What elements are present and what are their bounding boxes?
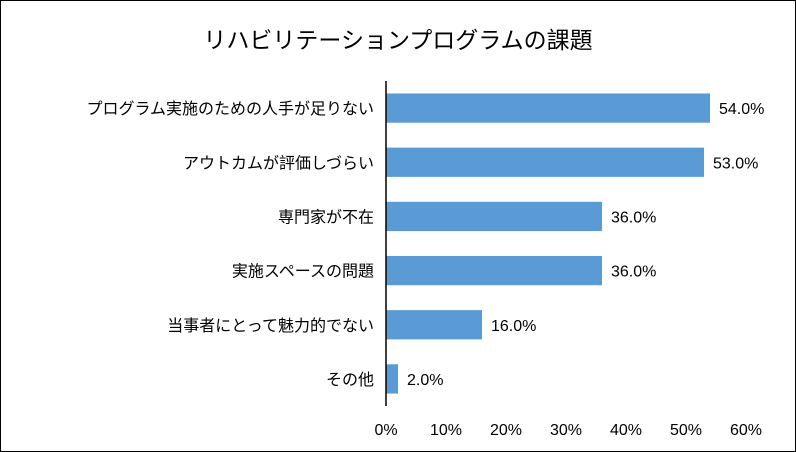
x-axis-ticks: 0% 10% 20% 30% 40% 50% 60%	[374, 422, 762, 439]
value-label-3: 36.0%	[611, 264, 656, 281]
value-label-1: 53.0%	[713, 155, 758, 172]
category-label-0: プログラム実施のための人手が足りない	[86, 99, 374, 118]
value-label-4: 16.0%	[491, 318, 536, 335]
value-label-2: 36.0%	[611, 209, 656, 226]
bars-group	[386, 93, 710, 394]
bar-5	[386, 364, 398, 394]
x-tick-label-5: 50%	[670, 422, 702, 439]
x-tick-label-6: 60%	[730, 422, 762, 439]
value-label-5: 2.0%	[407, 372, 443, 389]
bar-4	[386, 310, 482, 340]
value-label-0: 54.0%	[719, 101, 764, 118]
x-tick-label-3: 30%	[550, 422, 582, 439]
x-tick-label-2: 20%	[490, 422, 522, 439]
category-label-4: 当事者にとって魅力的でない	[167, 316, 374, 335]
chart-title: リハビリテーションプログラムの課題	[203, 28, 592, 54]
category-labels: プログラム実施のための人手が足りないアウトカムが評価しづらい専門家が不在実施スペ…	[86, 99, 374, 389]
category-label-5: その他	[326, 370, 374, 389]
bar-3	[386, 255, 602, 286]
x-tick-label-4: 40%	[610, 422, 642, 439]
value-labels: 54.0% 53.0% 36.0% 36.0% 16.0% 2.0%	[407, 101, 764, 389]
bar-1	[386, 147, 704, 177]
bar-2	[386, 201, 602, 232]
x-tick-label-0: 0%	[374, 422, 397, 439]
category-label-2: 専門家が不在	[278, 207, 374, 226]
bar-0	[386, 93, 710, 123]
category-label-1: アウトカムが評価しづらい	[183, 153, 374, 172]
category-label-3: 実施スペースの問題	[232, 262, 374, 281]
x-tick-label-1: 10%	[430, 422, 462, 439]
